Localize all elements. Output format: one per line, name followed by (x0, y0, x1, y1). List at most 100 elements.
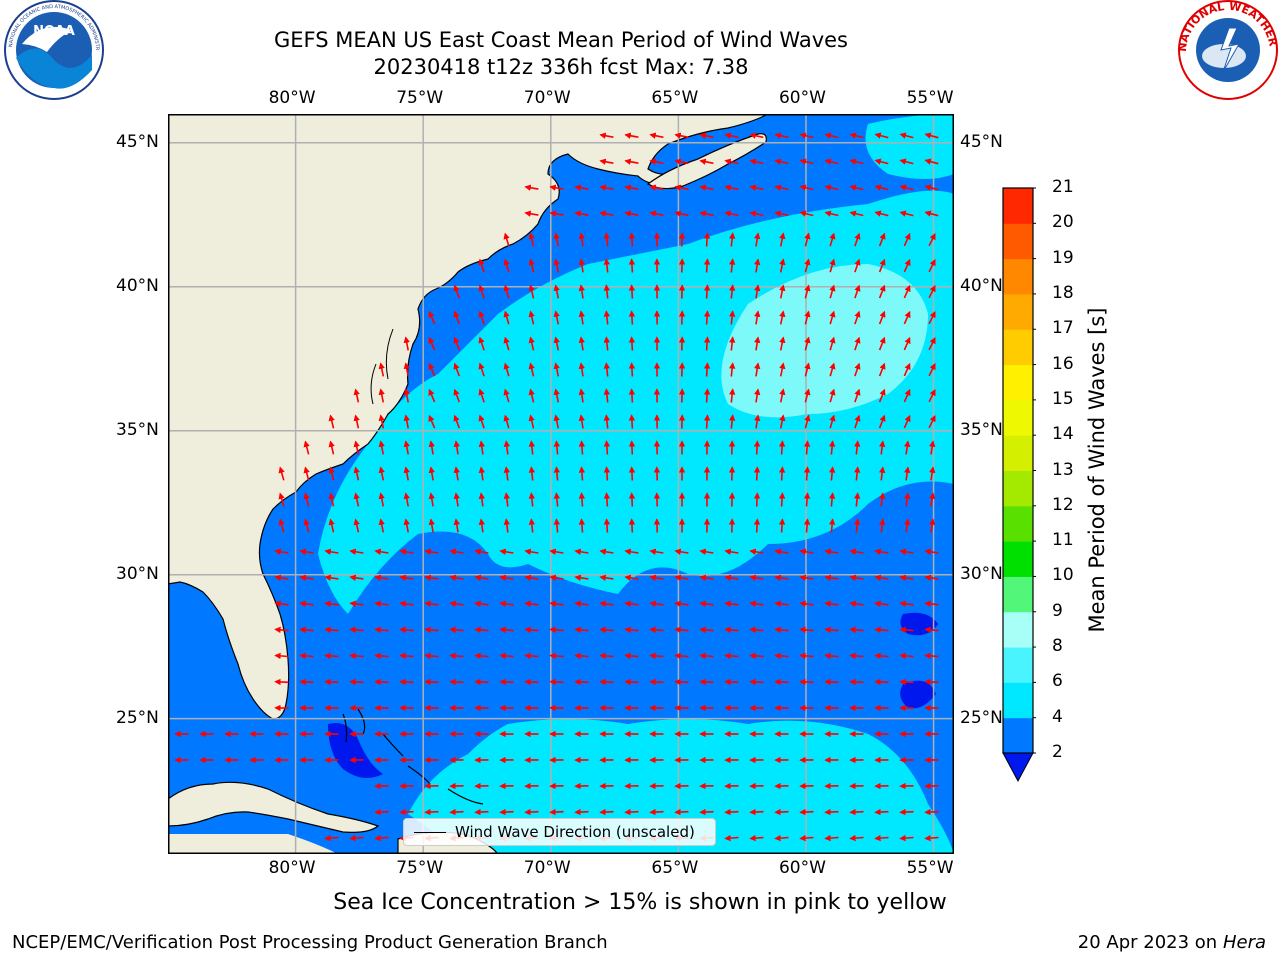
wind-wave-arrow (774, 132, 789, 139)
wind-wave-arrow (478, 310, 485, 325)
wind-wave-arrow (699, 652, 714, 660)
wind-wave-arrow (578, 336, 585, 351)
wind-wave-arrow (878, 284, 886, 299)
wind-wave-arrow (828, 440, 836, 455)
wind-wave-arrow (728, 310, 736, 325)
colorbar-extend-min (1002, 752, 1034, 783)
wind-wave-arrow (549, 574, 564, 581)
wind-wave-arrow (703, 388, 711, 403)
land-bahamas (342, 708, 484, 805)
wind-wave-arrow (603, 492, 611, 507)
wind-wave-arrow (353, 440, 360, 455)
wind-wave-arrow (799, 652, 814, 660)
wind-wave-arrow (528, 336, 535, 351)
wind-wave-arrow (874, 158, 889, 165)
wind-wave-arrow (553, 440, 561, 455)
wind-wave-arrow (478, 414, 485, 429)
wind-wave-arrow (899, 626, 914, 634)
wind-wave-arrow (874, 210, 889, 217)
wind-wave-arrow (528, 492, 536, 507)
wind-wave-arrow (453, 336, 461, 351)
wind-wave-arrow (774, 678, 789, 686)
wind-wave-arrow (774, 652, 789, 660)
wind-wave-arrow (553, 362, 560, 377)
wind-wave-arrow (649, 548, 664, 555)
wind-wave-arrow (754, 232, 761, 247)
colorbar-segment (1003, 364, 1033, 401)
wind-wave-arrow (578, 388, 585, 403)
land-nova-scotia (646, 133, 767, 190)
wind-wave-arrow (599, 184, 614, 191)
wind-wave-arrow (699, 574, 714, 581)
wind-wave-arrow (299, 600, 314, 608)
wind-wave-arrow (503, 284, 510, 299)
wind-wave-arrow (599, 678, 614, 686)
wind-wave-arrow (928, 233, 936, 247)
wind-wave-arrow (549, 626, 564, 634)
wind-wave-arrow (474, 808, 489, 816)
wind-wave-arrow (299, 652, 314, 660)
wind-wave-arrow (424, 808, 439, 816)
wind-wave-arrow (874, 834, 889, 842)
wind-wave-arrow (528, 232, 535, 247)
wind-wave-arrow (828, 518, 836, 533)
wind-wave-arrow (724, 600, 739, 608)
wind-wave-arrow (804, 232, 811, 247)
wind-wave-arrow (549, 210, 564, 217)
colorbar-segment (1003, 505, 1033, 542)
wind-wave-arrow (503, 232, 510, 247)
wind-wave-arrow (829, 414, 836, 429)
footer-date: 20 Apr 2023 on Hera (1078, 932, 1266, 953)
wind-wave-arrow (574, 678, 589, 686)
wind-wave-arrow (499, 678, 514, 686)
wind-wave-arrow (699, 132, 714, 139)
wind-wave-arrow (503, 414, 510, 429)
lat-label-right: 30°N (960, 563, 1003, 584)
wind-wave-arrow (829, 258, 836, 273)
wind-wave-arrow (403, 362, 410, 377)
wind-wave-arrow (628, 284, 636, 299)
wind-wave-arrow (774, 626, 789, 634)
wind-wave-arrow (503, 362, 510, 377)
wind-wave-arrow (799, 834, 814, 842)
wind-wave-arrow (903, 310, 911, 325)
wind-wave-arrow (724, 548, 739, 555)
colorbar-segment (1003, 576, 1033, 613)
wind-wave-arrow (854, 310, 861, 325)
wind-wave-arrow (374, 574, 389, 581)
colorbar-segment (1003, 399, 1033, 436)
wind-wave-arrow (553, 258, 560, 273)
wind-wave-arrow (499, 808, 514, 816)
wind-wave-arrow (499, 652, 514, 660)
wind-wave-arrow (574, 626, 589, 634)
lat-label-right: 25°N (960, 707, 1003, 728)
wind-wave-arrow (374, 834, 389, 842)
wave-period-map (168, 114, 954, 854)
wind-wave-arrow (774, 210, 789, 217)
wind-wave-arrow (578, 310, 585, 325)
wind-wave-arrow (349, 834, 364, 842)
wind-wave-arrow (828, 492, 836, 507)
wind-wave-arrow (453, 518, 460, 533)
wind-wave-arrow (854, 388, 861, 403)
wind-wave-arrow (528, 518, 536, 533)
wind-wave-arrow (853, 440, 861, 455)
lon-label-top: 70°W (523, 88, 571, 108)
wind-wave-arrow (849, 678, 864, 686)
wind-wave-arrow (924, 808, 939, 816)
wind-wave-arrow (749, 158, 764, 165)
wind-wave-arrow (703, 414, 711, 429)
wind-wave-arrow (524, 626, 539, 634)
colorbar-tick-label: 14 (1052, 424, 1074, 445)
wind-wave-arrow (824, 834, 839, 842)
wind-wave-arrow (728, 258, 736, 273)
wind-wave-arrow (649, 808, 664, 816)
legend-line-swatch (414, 832, 446, 833)
wind-wave-arrow (378, 362, 385, 377)
wind-wave-arrow (724, 184, 739, 191)
wind-wave-arrow (278, 492, 285, 507)
lon-label-top: 60°W (778, 88, 826, 108)
wind-wave-arrow (824, 210, 839, 217)
wind-wave-arrow (603, 232, 611, 247)
wind-wave-arrow (353, 466, 360, 481)
